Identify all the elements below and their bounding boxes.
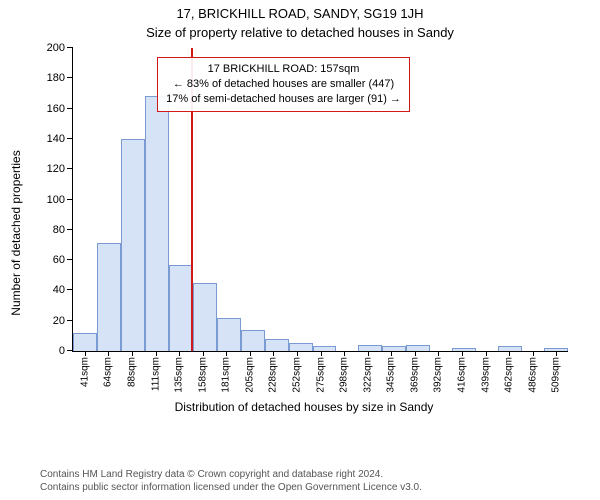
x-tick [356, 351, 380, 356]
x-tick [427, 351, 451, 356]
histogram-bar [169, 265, 193, 351]
y-tick-label: 80 [53, 224, 73, 236]
x-tick [191, 351, 215, 356]
x-tick [474, 351, 498, 356]
x-tick-label: 64sqm [97, 357, 121, 401]
x-tick [497, 351, 521, 356]
x-tick-label: 416sqm [450, 357, 474, 401]
x-tick-label: 158sqm [191, 357, 215, 401]
annotation-line-1: 17 BRICKHILL ROAD: 157sqm [166, 62, 401, 77]
x-tick-label: 252sqm [285, 357, 309, 401]
x-tick [332, 351, 356, 356]
x-tick-labels: 41sqm64sqm88sqm111sqm135sqm158sqm181sqm2… [73, 357, 568, 401]
histogram-bar [145, 96, 169, 351]
footer-line-1: Contains HM Land Registry data © Crown c… [40, 469, 422, 482]
annotation-line-3: 17% of semi-detached houses are larger (… [166, 92, 401, 107]
x-tick [309, 351, 333, 356]
x-tick [73, 351, 97, 356]
x-tick-label: 88sqm [120, 357, 144, 401]
x-tick-label: 228sqm [262, 357, 286, 401]
x-tick [262, 351, 286, 356]
x-tick-label: 439sqm [474, 357, 498, 401]
y-tick-label: 100 [47, 194, 73, 206]
x-tick [120, 351, 144, 356]
x-tick-label: 111sqm [144, 357, 168, 401]
annotation-box: 17 BRICKHILL ROAD: 157sqm ← 83% of detac… [157, 57, 410, 112]
x-tick-label: 275sqm [309, 357, 333, 401]
histogram-bar [97, 243, 121, 351]
y-tick-label: 160 [47, 103, 73, 115]
y-axis-label: Number of detached properties [9, 150, 23, 315]
x-tick [380, 351, 404, 356]
x-tick [403, 351, 427, 356]
y-tick-label: 200 [47, 42, 73, 54]
footer-attribution: Contains HM Land Registry data © Crown c… [40, 469, 422, 494]
x-tick [545, 351, 569, 356]
x-tick [285, 351, 309, 356]
x-tick [214, 351, 238, 356]
histogram-bar [193, 283, 217, 351]
x-tick [97, 351, 121, 356]
y-tick-label: 20 [53, 315, 73, 327]
histogram-bar [289, 343, 313, 351]
x-tick [144, 351, 168, 356]
x-tick [450, 351, 474, 356]
x-tick-label: 181sqm [214, 357, 238, 401]
page-title: 17, BRICKHILL ROAD, SANDY, SG19 1JH [0, 0, 600, 21]
y-tick-label: 140 [47, 133, 73, 145]
x-tick [238, 351, 262, 356]
histogram-bar [265, 339, 289, 351]
x-tick-label: 135sqm [167, 357, 191, 401]
y-tick-label: 40 [53, 284, 73, 296]
x-axis-label: Distribution of detached houses by size … [34, 400, 574, 414]
x-tick-label: 298sqm [332, 357, 356, 401]
histogram-bar [73, 333, 97, 351]
x-tick-label: 392sqm [427, 357, 451, 401]
histogram-bar [121, 139, 145, 351]
histogram-bar [241, 330, 265, 351]
x-tick [521, 351, 545, 356]
x-tick-label: 369sqm [403, 357, 427, 401]
x-tick-label: 462sqm [497, 357, 521, 401]
x-tick-label: 486sqm [521, 357, 545, 401]
chart-subtitle: Size of property relative to detached ho… [0, 21, 600, 40]
y-tick-label: 0 [59, 345, 73, 357]
plot-area: 41sqm64sqm88sqm111sqm135sqm158sqm181sqm2… [72, 48, 568, 352]
x-tick-label: 345sqm [380, 357, 404, 401]
x-tick-label: 322sqm [356, 357, 380, 401]
y-tick-label: 120 [47, 163, 73, 175]
histogram-bar [217, 318, 241, 351]
footer-line-2: Contains public sector information licen… [40, 482, 422, 495]
annotation-line-2: ← 83% of detached houses are smaller (44… [166, 77, 401, 92]
x-tick [167, 351, 191, 356]
x-tick-label: 509sqm [545, 357, 569, 401]
chart-container: Number of detached properties 41sqm64sqm… [34, 48, 574, 418]
x-ticks [73, 351, 568, 356]
x-tick-label: 205sqm [238, 357, 262, 401]
y-tick-label: 60 [53, 254, 73, 266]
y-tick-label: 180 [47, 72, 73, 84]
x-tick-label: 41sqm [73, 357, 97, 401]
